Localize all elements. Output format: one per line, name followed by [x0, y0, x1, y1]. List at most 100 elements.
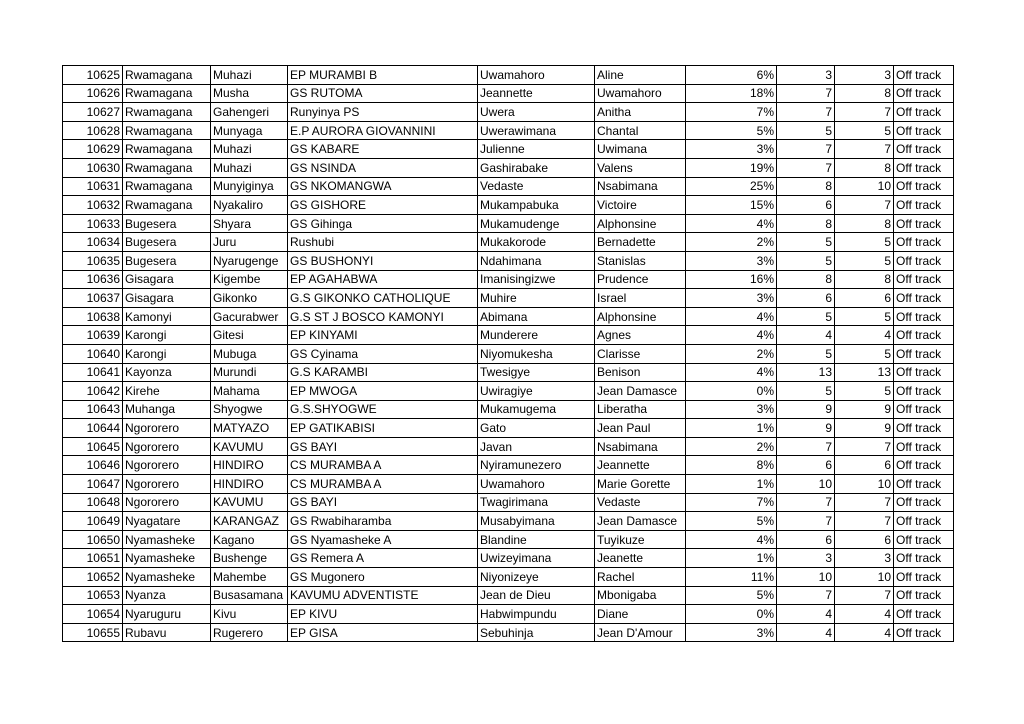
table-cell: 18%	[685, 83, 777, 104]
table-cell: 10631	[62, 176, 123, 197]
table-row: 10628 Rwamagana Munyaga E.P AURORA GIOVANNI…	[62, 120, 954, 141]
table-cell: Off track	[893, 585, 954, 606]
table-cell: Uwerawimana	[477, 120, 595, 141]
data-table: 10625 Rwamagana Muhazi EP MURAMBI B Uwamahor…	[62, 65, 954, 643]
table-cell: Off track	[893, 139, 954, 159]
table-cell: Jean de Dieu	[477, 585, 595, 606]
table-cell: GS Nyamasheke A	[287, 529, 478, 550]
table-cell: GS Rwabiharamba	[287, 511, 478, 531]
table-cell: Muhanga	[122, 399, 211, 420]
table-cell: Ngororero	[122, 492, 211, 513]
table-cell: 5	[834, 250, 894, 271]
table-cell: 7%	[685, 102, 777, 122]
table-cell: Off track	[893, 232, 954, 252]
table-cell: 10644	[62, 418, 123, 438]
table-cell: KAVUMU	[210, 492, 288, 513]
table-cell: Mubuga	[210, 343, 288, 364]
table-cell: Off track	[893, 511, 954, 531]
table-cell: Juru	[210, 232, 288, 252]
table-cell: 5%	[685, 585, 777, 606]
table-row: 10642 Kirehe Mahama EP MWOGA Uwiragiye Jean D…	[62, 381, 954, 401]
table-cell: 3%	[685, 288, 777, 308]
table-cell: Musha	[210, 83, 288, 104]
table-cell: 1%	[685, 548, 777, 569]
table-cell: Alphonsine	[594, 213, 686, 234]
table-cell: Ngororero	[122, 436, 211, 457]
table-cell: Shyogwe	[210, 399, 288, 420]
table-cell: Nyanza	[122, 585, 211, 606]
table-cell: Off track	[893, 213, 954, 234]
table-cell: Niyonizeye	[477, 567, 595, 587]
table-cell: 10648	[62, 492, 123, 513]
table-cell: 3	[834, 548, 894, 569]
table-cell: 8	[776, 176, 835, 197]
table-cell: Off track	[893, 83, 954, 104]
table-row: 10632 Rwamagana Nyakaliro GS GISHORE Mukampa…	[62, 195, 954, 215]
table-cell: GS GISHORE	[287, 195, 478, 215]
table-cell: 10642	[62, 381, 123, 401]
table-cell: HINDIRO	[210, 455, 288, 476]
table-cell: 6	[834, 288, 894, 308]
table-cell: Chantal	[594, 120, 686, 141]
table-cell: Murundi	[210, 362, 288, 383]
table-cell: GS Mugonero	[287, 567, 478, 587]
table-cell: 10635	[62, 250, 123, 271]
table-cell: 10643	[62, 399, 123, 420]
table-cell: Rwamagana	[122, 139, 211, 159]
table-cell: 2%	[685, 436, 777, 457]
table-cell: 10	[834, 474, 894, 494]
table-row: 10643 Muhanga Shyogwe G.S.SHYOGWE Mukamugema…	[62, 399, 954, 420]
table-cell: Gikonko	[210, 288, 288, 308]
table-cell: Vedaste	[594, 492, 686, 513]
table-cell: 7	[776, 585, 835, 606]
table-cell: 9	[834, 418, 894, 438]
table-cell: 3%	[685, 399, 777, 420]
table-cell: Rwamagana	[122, 102, 211, 122]
table-cell: E.P AURORA GIOVANNINI	[287, 120, 478, 141]
table-cell: 3	[834, 65, 894, 85]
table-cell: Busasamana	[210, 585, 288, 606]
table-cell: 5	[834, 381, 894, 401]
table-cell: 4%	[685, 362, 777, 383]
table-cell: Nsabimana	[594, 176, 686, 197]
table-cell: GS BAYI	[287, 492, 478, 513]
table-cell: Ngororero	[122, 455, 211, 476]
table-cell: Jean Damasce	[594, 511, 686, 531]
table-cell: 7	[776, 436, 835, 457]
table-row: 10636 Gisagara Kigembe EP AGAHABWA Imanising…	[62, 269, 954, 290]
table-cell: 7	[776, 102, 835, 122]
table-cell: 10625	[62, 65, 123, 85]
table-cell: 4%	[685, 529, 777, 550]
table-cell: Off track	[893, 529, 954, 550]
table-cell: Off track	[893, 102, 954, 122]
table-cell: Munyaga	[210, 120, 288, 141]
table-cell: Runyinya PS	[287, 102, 478, 122]
table-cell: Jean Paul	[594, 418, 686, 438]
table-cell: Rwamagana	[122, 120, 211, 141]
table-cell: Rubavu	[122, 622, 211, 643]
table-cell: Karongi	[122, 343, 211, 364]
table-cell: EP KINYAMI	[287, 325, 478, 345]
table-cell: Uwiragiye	[477, 381, 595, 401]
table-row: 10654 Nyaruguru Kivu EP KIVU Habwimpundu Dian…	[62, 604, 954, 624]
table-cell: 4	[834, 604, 894, 624]
table-cell: 0%	[685, 604, 777, 624]
table-row: 10634 Bugesera Juru Rushubi Mukakorode Bernad…	[62, 232, 954, 252]
table-cell: Off track	[893, 567, 954, 587]
table-cell: Imanisingizwe	[477, 269, 595, 290]
table-cell: Off track	[893, 195, 954, 215]
table-cell: 10640	[62, 343, 123, 364]
table-cell: 19%	[685, 157, 777, 178]
table-cell: Mukampabuka	[477, 195, 595, 215]
table-cell: Uwamahoro	[477, 65, 595, 85]
table-cell: 10639	[62, 325, 123, 345]
table-cell: Off track	[893, 343, 954, 364]
table-cell: Off track	[893, 120, 954, 141]
table-cell: Jeanette	[594, 548, 686, 569]
table-cell: Twesigye	[477, 362, 595, 383]
table-row: 10639 Karongi Gitesi EP KINYAMI Munderere Agn…	[62, 325, 954, 345]
table-cell: 10634	[62, 232, 123, 252]
table-cell: Nsabimana	[594, 436, 686, 457]
table-cell: Victoire	[594, 195, 686, 215]
